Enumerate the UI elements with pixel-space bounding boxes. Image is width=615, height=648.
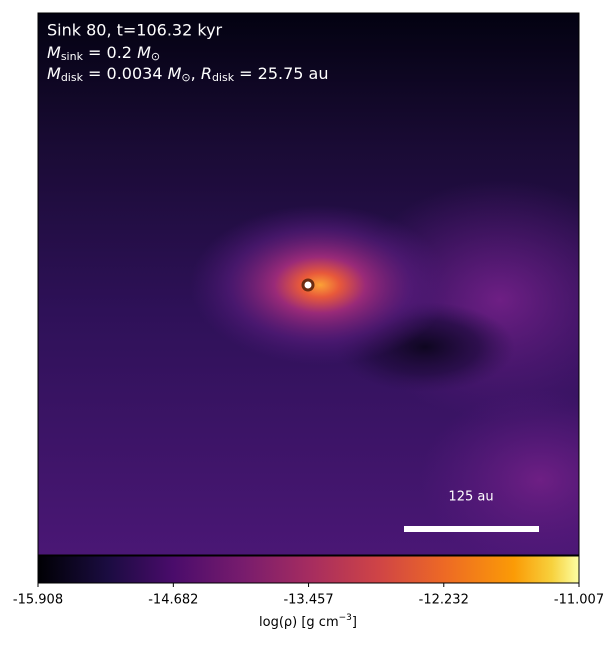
density-map bbox=[38, 13, 579, 555]
disk-props: Mdisk = 0.0034 M⊙, Rdisk = 25.75 au bbox=[47, 64, 329, 85]
colorbar-tick-label: -14.682 bbox=[148, 593, 198, 608]
colorbar-tick-label: -13.457 bbox=[283, 593, 333, 608]
scale-bar bbox=[404, 526, 539, 532]
colorbar-tick-label: -15.908 bbox=[13, 593, 63, 608]
plot-frame bbox=[37, 12, 580, 556]
sink-mass: Msink = 0.2 M⊙ bbox=[47, 43, 160, 64]
colorbar bbox=[37, 555, 580, 584]
colorbar-tick-label: -11.007 bbox=[554, 593, 604, 608]
scale-bar-label: 125 au bbox=[448, 490, 493, 505]
colorbar-tick-label: -12.232 bbox=[419, 593, 469, 608]
colorbar-label: log(ρ) [g cm−3] bbox=[259, 613, 357, 630]
title: Sink 80, t=106.32 kyr bbox=[47, 21, 223, 40]
sink-marker bbox=[301, 278, 315, 292]
